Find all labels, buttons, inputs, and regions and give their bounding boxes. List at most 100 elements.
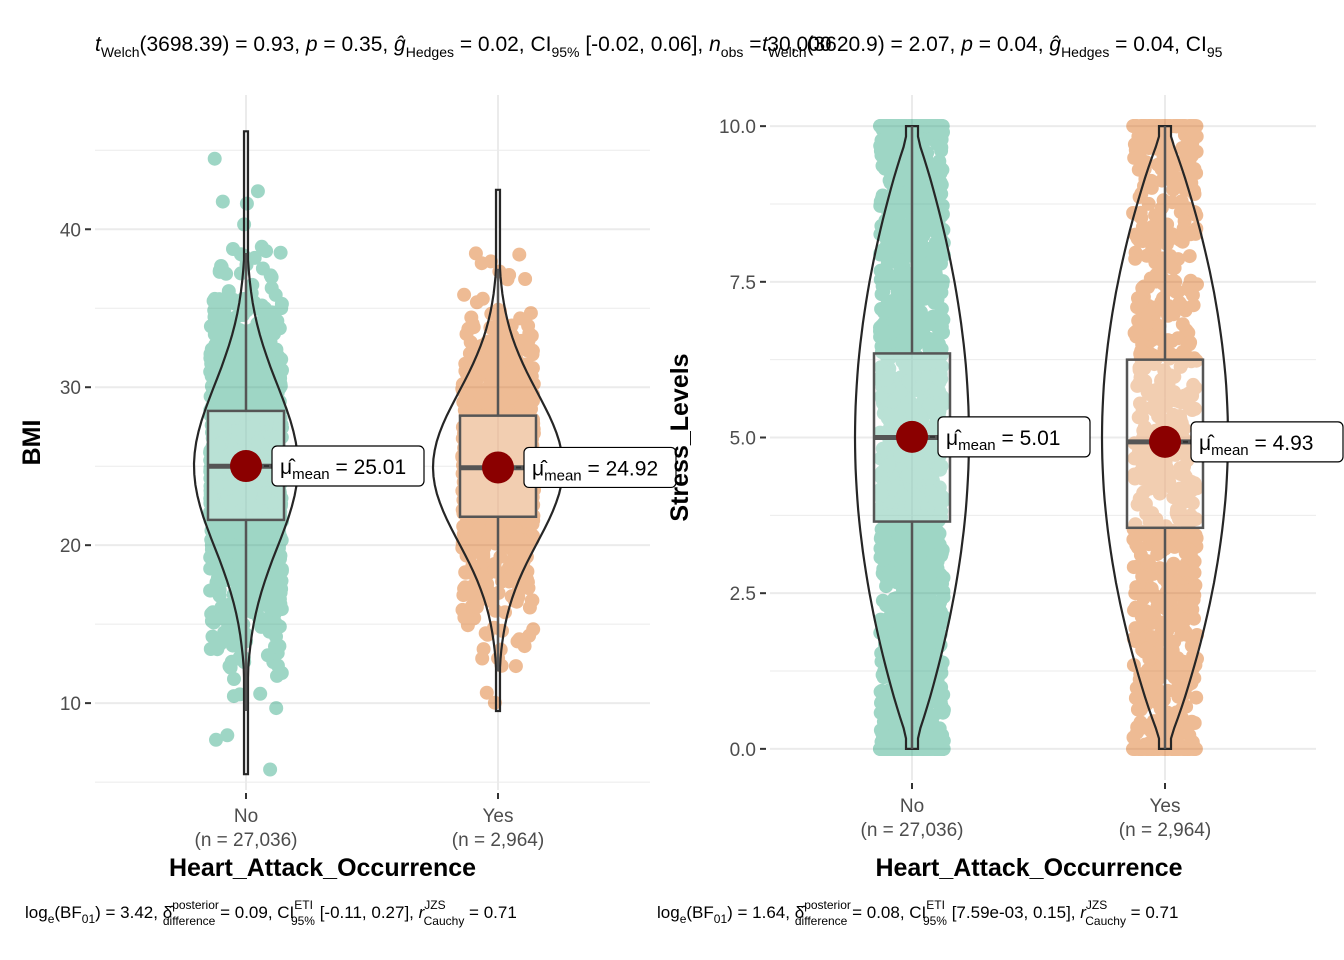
data-point bbox=[250, 417, 265, 432]
data-point bbox=[210, 642, 225, 657]
data-point bbox=[230, 333, 245, 348]
data-point bbox=[226, 536, 241, 551]
data-point bbox=[264, 494, 279, 509]
data-point bbox=[266, 655, 281, 669]
data-point bbox=[213, 418, 228, 432]
data-point bbox=[244, 439, 259, 454]
data-point bbox=[226, 566, 241, 581]
data-point bbox=[211, 341, 226, 356]
data-point bbox=[221, 493, 236, 507]
data-point bbox=[521, 581, 536, 595]
data-point bbox=[215, 194, 230, 209]
data-point bbox=[212, 583, 227, 598]
data-point bbox=[210, 410, 224, 425]
data-point bbox=[508, 659, 523, 674]
data-point bbox=[272, 493, 287, 508]
data-point bbox=[268, 393, 283, 408]
data-point bbox=[246, 341, 261, 356]
data-point bbox=[269, 629, 283, 644]
data-point bbox=[209, 732, 223, 747]
data-point bbox=[254, 474, 269, 489]
data-point bbox=[235, 501, 250, 516]
data-point bbox=[524, 593, 539, 608]
data-point bbox=[221, 284, 236, 299]
data-point bbox=[258, 469, 272, 484]
data-point bbox=[244, 522, 259, 537]
data-point bbox=[219, 379, 234, 394]
data-point bbox=[233, 372, 247, 387]
data-point bbox=[259, 497, 273, 512]
data-point bbox=[226, 365, 241, 380]
data-point bbox=[204, 342, 219, 357]
data-point bbox=[274, 296, 289, 311]
data-point bbox=[241, 510, 256, 525]
data-point bbox=[272, 427, 287, 442]
data-point bbox=[243, 413, 258, 428]
data-point bbox=[229, 417, 244, 432]
data-point bbox=[214, 379, 229, 394]
data-point bbox=[223, 476, 238, 491]
data-point bbox=[233, 481, 248, 496]
data-point bbox=[267, 397, 282, 412]
data-point bbox=[207, 504, 222, 519]
data-point bbox=[260, 648, 275, 663]
data-point bbox=[267, 522, 281, 537]
data-point bbox=[269, 342, 284, 357]
data-point bbox=[240, 358, 255, 373]
data-point bbox=[238, 421, 253, 436]
data-point bbox=[255, 261, 270, 276]
data-point bbox=[891, 237, 905, 252]
data-point bbox=[213, 473, 228, 488]
y-tick-label: 20 bbox=[60, 536, 81, 557]
data-point bbox=[248, 488, 263, 503]
data-point bbox=[215, 444, 230, 459]
data-point bbox=[262, 485, 277, 500]
data-point bbox=[237, 359, 252, 374]
data-point bbox=[267, 405, 282, 420]
data-point bbox=[247, 501, 262, 516]
data-point bbox=[934, 143, 949, 158]
data-point bbox=[880, 255, 895, 270]
data-point bbox=[204, 606, 219, 621]
data-point bbox=[876, 728, 891, 743]
x-tick-label: No bbox=[234, 806, 258, 827]
data-point bbox=[269, 490, 284, 505]
data-point bbox=[210, 450, 225, 465]
data-point bbox=[272, 619, 287, 634]
data-point bbox=[208, 559, 223, 574]
panel-stress-levels: 0.02.55.07.510.0Stress_LevelsHeart_Attac… bbox=[666, 95, 1344, 882]
data-point bbox=[875, 119, 890, 134]
data-point bbox=[213, 409, 228, 423]
data-point bbox=[247, 416, 262, 431]
data-point bbox=[255, 380, 270, 395]
data-point bbox=[244, 410, 258, 425]
data-point bbox=[209, 295, 224, 310]
data-point bbox=[517, 639, 532, 654]
data-point bbox=[250, 184, 265, 199]
data-point bbox=[211, 473, 225, 488]
data-point bbox=[208, 482, 223, 497]
data-point bbox=[262, 489, 277, 504]
data-point bbox=[259, 324, 274, 339]
data-point bbox=[234, 436, 249, 451]
y-tick-label: 10.0 bbox=[719, 117, 756, 138]
data-point bbox=[264, 305, 279, 320]
data-point bbox=[253, 365, 268, 380]
data-point bbox=[226, 391, 241, 406]
data-point bbox=[251, 413, 266, 428]
x-axis-title: Heart_Attack_Occurrence bbox=[875, 854, 1182, 882]
group-no: No(n = 27,036)μ̂mean = 5.01 bbox=[853, 119, 1091, 841]
data-point bbox=[211, 519, 226, 534]
y-tick-label: 5.0 bbox=[730, 429, 756, 450]
data-point bbox=[250, 397, 265, 412]
data-point bbox=[226, 544, 241, 559]
data-point bbox=[479, 364, 494, 379]
data-point bbox=[232, 427, 247, 442]
mean-point bbox=[230, 450, 262, 483]
data-point bbox=[214, 435, 229, 450]
data-point bbox=[231, 481, 245, 496]
data-point bbox=[246, 411, 261, 426]
data-point bbox=[874, 319, 889, 334]
data-point bbox=[210, 386, 225, 401]
data-point bbox=[876, 691, 891, 705]
